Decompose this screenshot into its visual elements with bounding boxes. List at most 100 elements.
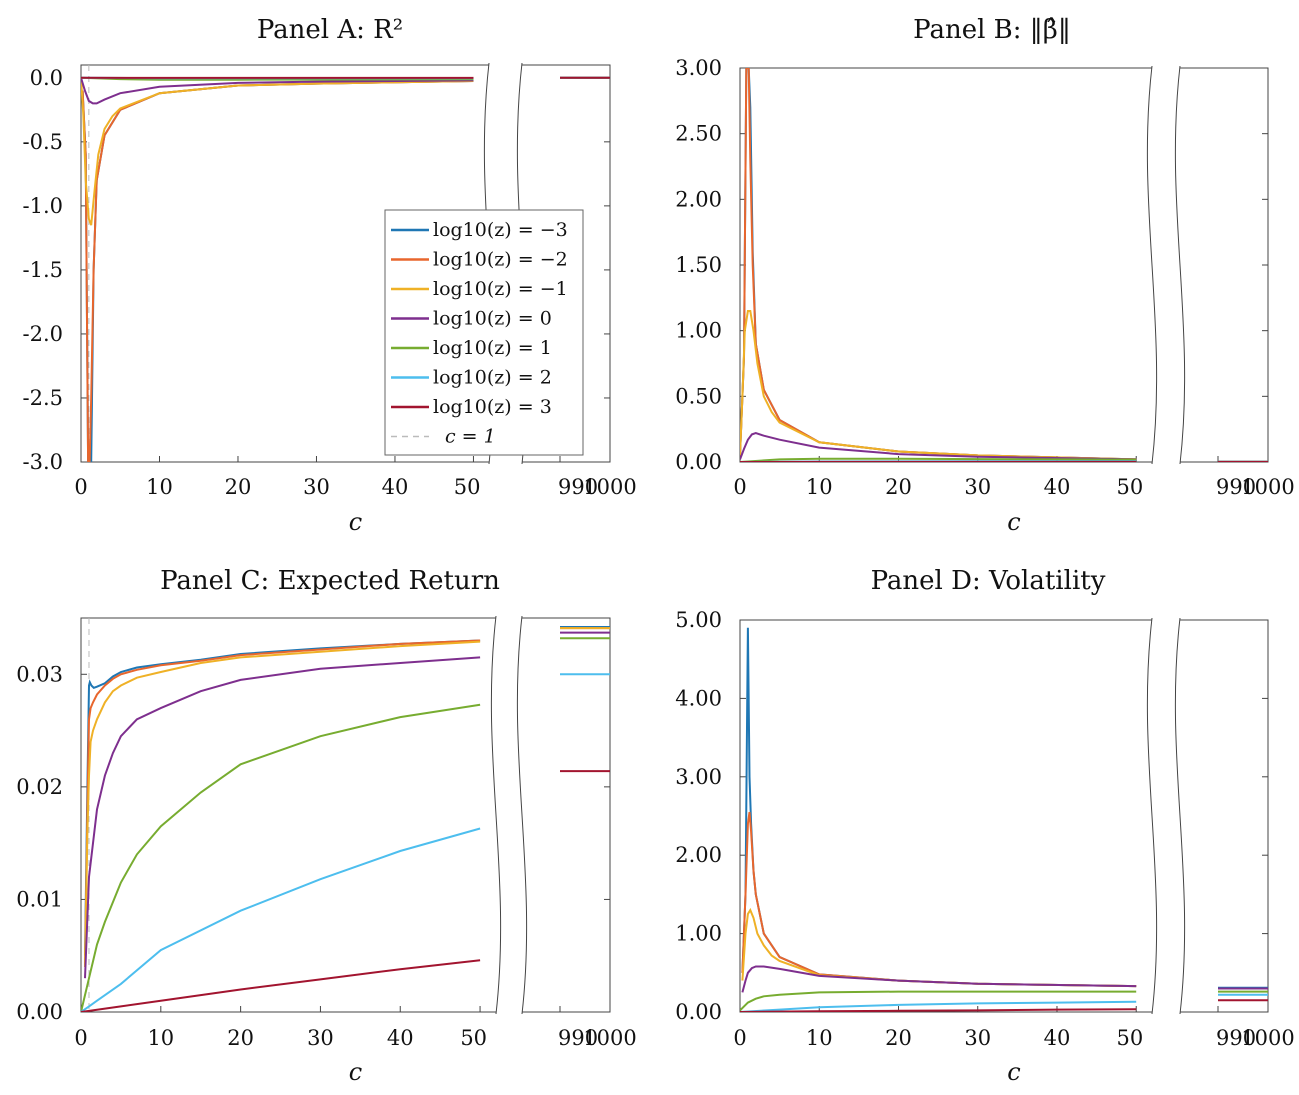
panel-title: Panel A: R²	[257, 15, 403, 45]
x-tick-label: 0	[733, 1026, 746, 1050]
x-tick-label: 1000	[583, 475, 636, 499]
x-axis-label: c	[1007, 1058, 1020, 1086]
series-line	[741, 627, 1137, 988]
series-line	[740, 432, 1137, 461]
x-tick-label: 990	[558, 475, 598, 499]
x-tick-label: 0	[733, 475, 746, 499]
x-tick-label: 20	[885, 1026, 912, 1050]
axis-break-edge	[1174, 65, 1186, 465]
y-tick-label: 1.00	[675, 922, 722, 946]
x-tick-label: 50	[460, 1026, 487, 1050]
x-tick-label: 50	[454, 475, 481, 499]
axes-frame	[739, 619, 1269, 1013]
x-axis-label: c	[349, 508, 362, 536]
axes-frame	[80, 64, 611, 463]
series-group	[81, 626, 610, 1012]
x-tick-label: 30	[303, 475, 330, 499]
x-tick-label: 1000	[1241, 475, 1294, 499]
y-tick-label: 0.02	[16, 775, 63, 799]
x-tick-label: 10	[147, 1026, 174, 1050]
y-tick-label: 2.00	[675, 843, 722, 867]
axis-break	[491, 616, 527, 1014]
x-tick-label: 30	[964, 475, 991, 499]
legend-label: log10(z) = 2	[433, 367, 552, 389]
series-line	[84, 639, 481, 956]
y-tick-label: 4.00	[675, 686, 722, 710]
axis-break	[1147, 66, 1185, 464]
legend-label: log10(z) = 0	[433, 308, 552, 330]
x-tick-label: 50	[1116, 1026, 1143, 1050]
x-tick-label: 1000	[583, 1026, 636, 1050]
legend-label: log10(z) = −2	[433, 249, 568, 271]
y-tick-label: 0.00	[16, 1000, 63, 1024]
y-tick-label: -3.0	[23, 450, 64, 474]
y-tick-label: 3.00	[675, 765, 722, 789]
x-tick-label: 30	[307, 1026, 334, 1050]
series-line	[740, 310, 1137, 461]
axis-break-edge	[516, 615, 528, 1015]
panel-b: Panel B: ‖β̂‖ 3.00 2.50 2.00 1.50 1.00 0.50 0.0…	[675, 15, 1294, 536]
series-line	[741, 811, 1137, 988]
x-tick-label: 20	[885, 475, 912, 499]
y-tick-label: 3.00	[675, 56, 722, 80]
y-tick-label: 1.00	[675, 319, 722, 343]
x-tick-label: 30	[964, 1026, 991, 1050]
series-line	[81, 959, 481, 1012]
y-tick-label: 0.01	[16, 887, 63, 911]
x-tick-label: 10	[806, 1026, 833, 1050]
series-line	[740, 990, 1137, 1012]
y-tick-label: 1.50	[675, 253, 722, 277]
series-line	[81, 77, 474, 226]
axis-break-edge	[490, 615, 502, 1015]
x-tick-label: 20	[225, 475, 252, 499]
axes-frame	[739, 67, 1269, 463]
series-line	[740, 68, 1137, 461]
x-tick-label: 990	[1216, 475, 1256, 499]
x-tick-label: 40	[1044, 475, 1071, 499]
panel-d: Panel D: Volatility 5.00 4.00 3.00 2.00 1.00 0…	[675, 566, 1294, 1086]
x-axis-label: c	[349, 1058, 362, 1086]
x-tick-label: 20	[227, 1026, 254, 1050]
legend-label: log10(z) = 3	[433, 396, 552, 418]
axis-break	[1147, 618, 1185, 1014]
y-tick-label: 5.00	[675, 608, 722, 632]
legend: log10(z) = −3 log10(z) = −2 log10(z) = −1 l…	[384, 209, 584, 456]
series-line	[81, 827, 481, 1012]
y-tick-label: -1.5	[23, 258, 64, 282]
axis-break-edge	[1146, 65, 1158, 465]
axes-frame	[80, 617, 611, 1013]
series-line	[81, 77, 474, 105]
series-line	[84, 656, 481, 979]
panel-c: Panel C: Expected Return 0.03 0.02 0.01 0.00…	[16, 566, 636, 1086]
series-line	[740, 1000, 1137, 1012]
panel-title: Panel B: ‖β̂‖	[913, 15, 1071, 45]
series-group	[740, 627, 1268, 1012]
x-tick-label: 0	[74, 475, 87, 499]
x-tick-label: 10	[146, 475, 173, 499]
x-tick-label: 40	[382, 475, 409, 499]
y-tick-label: -0.5	[23, 130, 64, 154]
y-tick-label: 0.0	[30, 66, 63, 90]
y-tick-label: -2.0	[23, 322, 64, 346]
axis-break-edge	[1174, 617, 1186, 1015]
series-group	[740, 68, 1268, 462]
series-line	[84, 640, 481, 968]
x-tick-label: 40	[387, 1026, 414, 1050]
series-line	[740, 68, 1137, 461]
series-line	[81, 703, 481, 1012]
legend-box	[384, 209, 584, 456]
x-tick-label: 0	[74, 1026, 87, 1050]
series-line	[741, 965, 1137, 993]
x-tick-label: 1000	[1241, 1026, 1294, 1050]
y-tick-label: 0.50	[675, 384, 722, 408]
y-tick-label: 2.50	[675, 122, 722, 146]
y-tick-label: 0.00	[675, 450, 722, 474]
legend-label: log10(z) = −3	[433, 219, 568, 241]
panel-title: Panel D: Volatility	[871, 566, 1106, 596]
series-line	[84, 639, 481, 968]
series-line	[741, 907, 1137, 988]
y-tick-label: 0.00	[675, 1000, 722, 1024]
x-axis-label: c	[1007, 508, 1020, 536]
panel-title: Panel C: Expected Return	[160, 566, 500, 596]
